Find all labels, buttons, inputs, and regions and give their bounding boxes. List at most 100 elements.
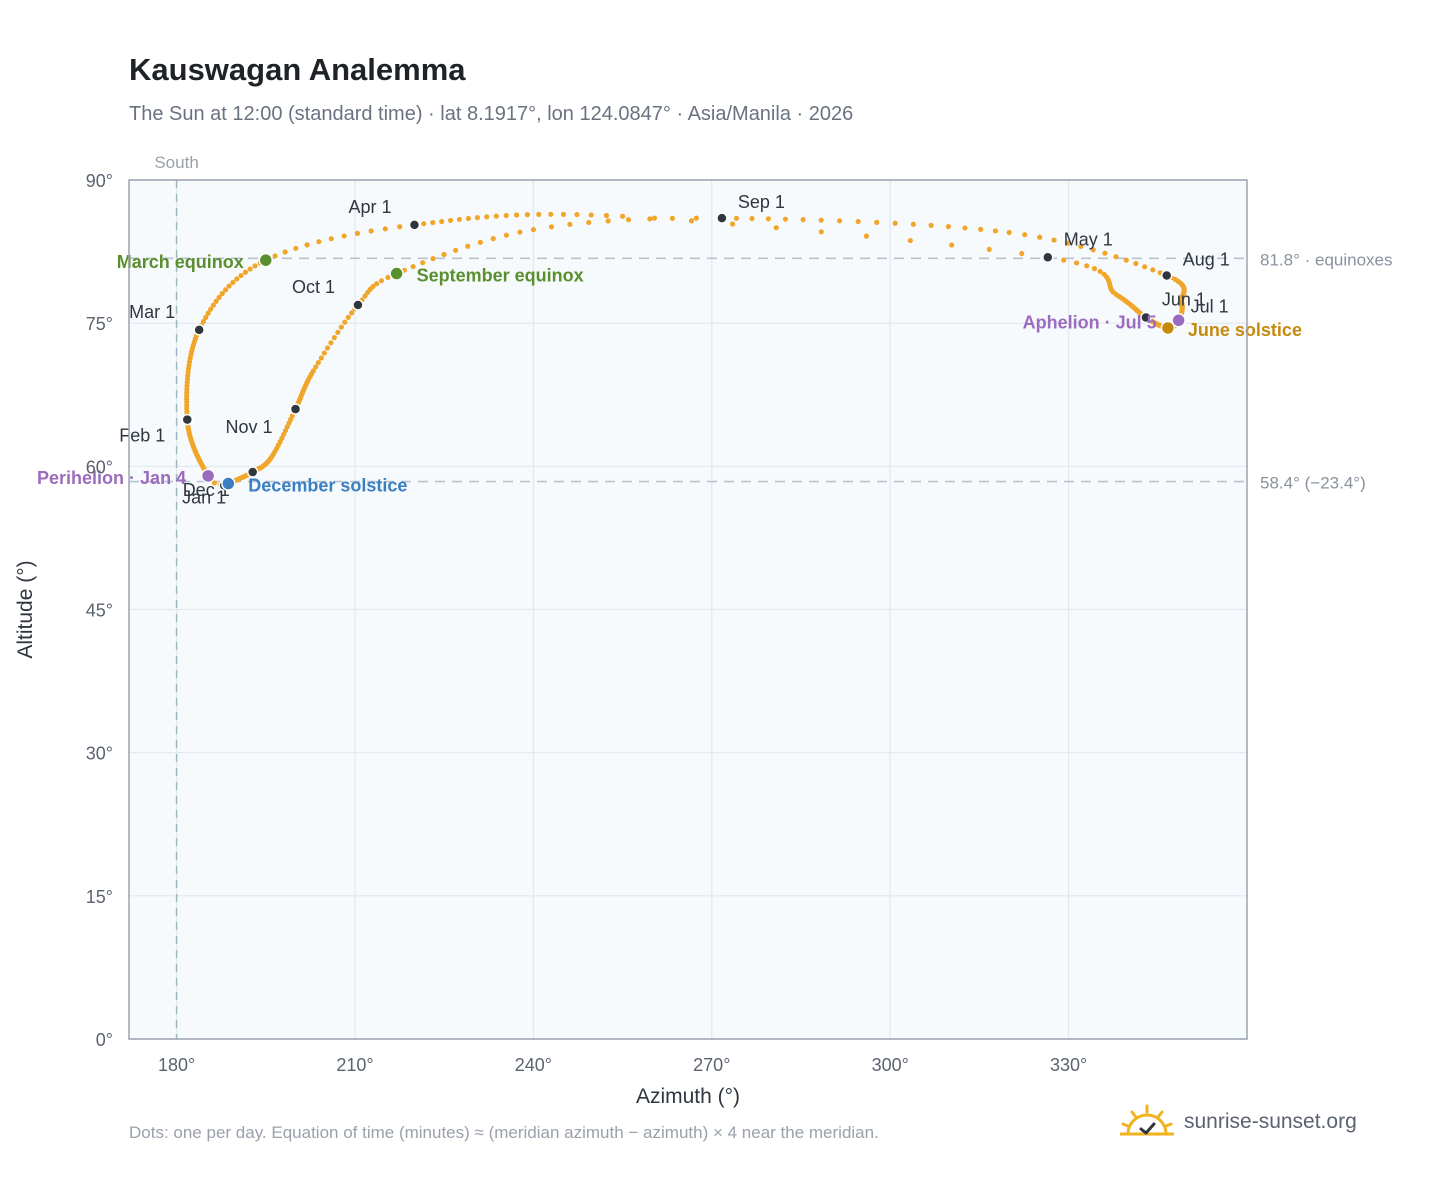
event-marker bbox=[1160, 320, 1176, 336]
sun-icon bbox=[1120, 1104, 1174, 1136]
x-tick-label: 180° bbox=[158, 1055, 195, 1075]
month-label: Jul 1 bbox=[1191, 296, 1229, 316]
event-marker bbox=[258, 252, 274, 268]
day-dot bbox=[313, 364, 319, 370]
event-label: December solstice bbox=[248, 476, 407, 496]
day-dot bbox=[345, 314, 351, 320]
x-axis-label: Azimuth (°) bbox=[636, 1085, 740, 1108]
day-dot bbox=[733, 215, 740, 221]
day-dot bbox=[338, 324, 344, 330]
day-dot bbox=[230, 279, 236, 286]
brand-logo[interactable]: sunrise-sunset.org bbox=[1120, 1102, 1357, 1142]
month-marker bbox=[716, 212, 728, 224]
day-dot bbox=[318, 355, 324, 361]
day-dot bbox=[226, 283, 232, 289]
event-label: March equinox bbox=[117, 252, 244, 272]
month-label: Dec 1 bbox=[183, 480, 230, 500]
day-dot bbox=[331, 334, 337, 341]
month-label: Feb 1 bbox=[119, 426, 165, 446]
month-label: Mar 1 bbox=[129, 302, 175, 322]
y-tick-label: 0° bbox=[96, 1030, 113, 1050]
reference-label: 81.8° · equinoxes bbox=[1260, 250, 1393, 269]
day-dot bbox=[219, 290, 225, 297]
month-marker bbox=[352, 299, 364, 311]
day-dot bbox=[892, 220, 898, 226]
day-dot bbox=[354, 230, 361, 236]
day-dot bbox=[874, 219, 880, 225]
day-dot bbox=[749, 215, 755, 222]
event-label: September equinox bbox=[417, 266, 584, 286]
day-dot bbox=[247, 266, 253, 272]
day-dot bbox=[560, 211, 567, 217]
day-dot bbox=[252, 263, 258, 269]
chart-title: Kauswagan Analemma bbox=[129, 52, 466, 87]
event-marker bbox=[221, 476, 236, 491]
day-dot bbox=[907, 237, 913, 244]
day-dot bbox=[536, 211, 542, 218]
y-tick-label: 15° bbox=[86, 887, 113, 907]
month-label: Oct 1 bbox=[292, 277, 335, 297]
day-dot bbox=[647, 216, 653, 222]
month-label: Jun 1 bbox=[1162, 289, 1206, 309]
day-dot bbox=[1065, 240, 1071, 246]
day-dot bbox=[304, 242, 310, 248]
day-dot bbox=[430, 219, 436, 226]
day-dot bbox=[328, 236, 334, 242]
day-dot bbox=[603, 212, 610, 219]
month-marker bbox=[193, 324, 205, 336]
day-dot bbox=[619, 213, 626, 219]
day-dot bbox=[1102, 250, 1108, 256]
day-dot bbox=[669, 215, 675, 221]
day-dot bbox=[456, 216, 463, 223]
day-dot bbox=[949, 242, 955, 248]
day-dot bbox=[368, 228, 374, 234]
day-dot bbox=[382, 226, 388, 232]
day-dot bbox=[465, 243, 471, 249]
day-dot bbox=[484, 214, 490, 220]
day-dot bbox=[430, 256, 436, 262]
day-dot bbox=[453, 247, 459, 253]
day-dot bbox=[1097, 268, 1103, 275]
day-dot bbox=[548, 211, 554, 217]
event-label: June solstice bbox=[1188, 320, 1302, 340]
day-dot bbox=[490, 236, 496, 242]
month-marker bbox=[1042, 251, 1054, 264]
reference-label: 58.4° (−23.4°) bbox=[1260, 474, 1366, 493]
day-dot bbox=[1078, 243, 1084, 249]
day-dot bbox=[782, 216, 789, 222]
day-dot bbox=[349, 310, 355, 316]
day-dot bbox=[1022, 232, 1028, 238]
day-dot bbox=[517, 229, 523, 235]
day-dot bbox=[410, 263, 416, 270]
day-dot bbox=[524, 212, 531, 218]
day-dot bbox=[362, 293, 368, 299]
day-dot bbox=[321, 350, 327, 356]
day-dot bbox=[855, 218, 861, 225]
day-dot bbox=[342, 319, 348, 325]
day-dot bbox=[910, 221, 916, 227]
day-dot bbox=[574, 211, 580, 218]
day-dot bbox=[1051, 237, 1057, 243]
month-label: Apr 1 bbox=[348, 197, 391, 217]
day-dot bbox=[503, 232, 510, 238]
day-dot bbox=[800, 217, 806, 223]
event-marker bbox=[389, 266, 404, 281]
day-dot bbox=[945, 224, 951, 230]
day-dot bbox=[238, 272, 244, 279]
month-label: Aug 1 bbox=[1183, 249, 1230, 269]
day-dot bbox=[211, 480, 217, 486]
day-dot bbox=[234, 276, 240, 282]
day-dot bbox=[567, 221, 573, 228]
y-tick-label: 45° bbox=[86, 601, 113, 621]
meridian-label: South bbox=[154, 153, 198, 172]
day-dot bbox=[341, 233, 347, 239]
month-marker bbox=[1140, 311, 1152, 324]
day-dot bbox=[216, 294, 222, 300]
x-tick-label: 270° bbox=[693, 1055, 730, 1075]
day-dot bbox=[272, 253, 278, 259]
day-dot bbox=[441, 251, 447, 258]
day-dot bbox=[205, 310, 211, 316]
day-dot bbox=[1133, 260, 1139, 267]
